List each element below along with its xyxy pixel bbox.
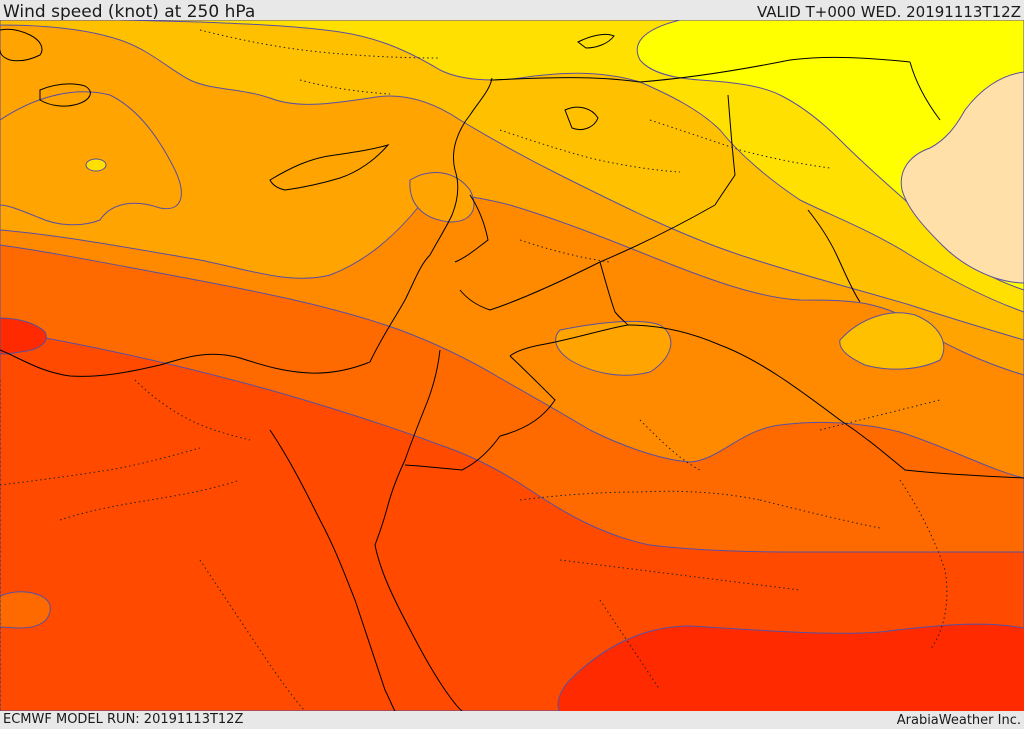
pocket-gulf bbox=[839, 312, 945, 370]
coastlines bbox=[0, 28, 861, 711]
pocket-north-orange bbox=[0, 91, 182, 226]
admin-lines bbox=[0, 29, 948, 711]
wind-band-1 bbox=[900, 71, 1024, 284]
wind-speed-map bbox=[0, 20, 1024, 711]
header-bar: Wind speed (knot) at 250 hPa VALID T+000… bbox=[0, 0, 1024, 22]
model-run-label: ECMWF MODEL RUN: 20191113T12Z bbox=[3, 712, 244, 727]
map-title: Wind speed (knot) at 250 hPa bbox=[3, 2, 256, 22]
valid-time: VALID T+000 WED. 20191113T12Z bbox=[756, 3, 1021, 21]
credit-label: ArabiaWeather Inc. bbox=[896, 713, 1021, 728]
pocket-west-red bbox=[0, 317, 47, 355]
footer-bar: ECMWF MODEL RUN: 20191113T12Z ArabiaWeat… bbox=[0, 711, 1024, 729]
pocket-small bbox=[85, 158, 107, 172]
pocket-south-west bbox=[0, 591, 51, 629]
borders bbox=[404, 56, 1024, 479]
